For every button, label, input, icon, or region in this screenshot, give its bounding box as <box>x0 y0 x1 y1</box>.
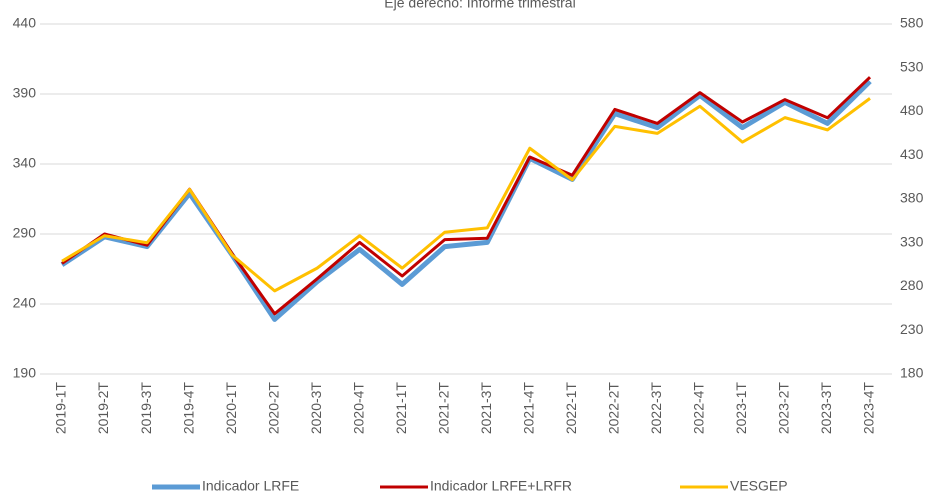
x-tick-label: 2022-4T <box>691 382 707 435</box>
x-tick-label: 2019-2T <box>95 382 111 435</box>
x-tick-label: 2022-2T <box>606 382 622 435</box>
x-tick-label: 2022-3T <box>648 382 664 435</box>
y-tick-label: 440 <box>13 15 37 31</box>
series-line <box>61 97 871 293</box>
x-tick-label: 2019-3T <box>138 382 154 435</box>
legend-label: VESGEP <box>730 478 788 494</box>
y2-tick-label: 230 <box>900 321 924 337</box>
x-tick-label: 2023-4T <box>861 382 877 435</box>
legend-label: Indicador LRFE+LRFR <box>430 478 572 494</box>
x-tick-label: 2021-1T <box>393 382 409 435</box>
x-tick-label: 2019-4T <box>180 382 196 435</box>
y2-tick-label: 430 <box>900 146 924 162</box>
chart-title: Eje derecho: Informe trimestral <box>384 0 575 11</box>
y-tick-label: 240 <box>13 295 37 311</box>
y2-tick-label: 530 <box>900 58 924 74</box>
y-tick-label: 340 <box>13 155 37 171</box>
x-tick-label: 2020-2T <box>265 382 281 435</box>
y2-tick-label: 380 <box>900 190 924 206</box>
x-tick-label: 2021-3T <box>478 382 494 435</box>
y2-tick-label: 330 <box>900 233 924 249</box>
y2-tick-label: 580 <box>900 15 924 31</box>
y2-tick-label: 280 <box>900 277 924 293</box>
x-tick-label: 2022-1T <box>563 382 579 435</box>
y-tick-label: 290 <box>13 225 37 241</box>
x-tick-label: 2023-2T <box>776 382 792 435</box>
y-tick-label: 390 <box>13 85 37 101</box>
x-tick-label: 2019-1T <box>53 382 69 435</box>
legend-label: Indicador LRFE <box>202 478 299 494</box>
x-tick-label: 2020-1T <box>223 382 239 435</box>
x-tick-label: 2023-1T <box>733 382 749 435</box>
x-tick-label: 2020-3T <box>308 382 324 435</box>
x-tick-label: 2020-4T <box>350 382 366 435</box>
y-tick-label: 190 <box>13 365 37 381</box>
x-tick-label: 2021-2T <box>435 382 451 435</box>
y2-tick-label: 480 <box>900 102 924 118</box>
x-tick-label: 2021-4T <box>520 382 536 435</box>
series-line <box>60 79 872 322</box>
y2-tick-label: 180 <box>900 365 924 381</box>
x-tick-label: 2023-3T <box>818 382 834 435</box>
